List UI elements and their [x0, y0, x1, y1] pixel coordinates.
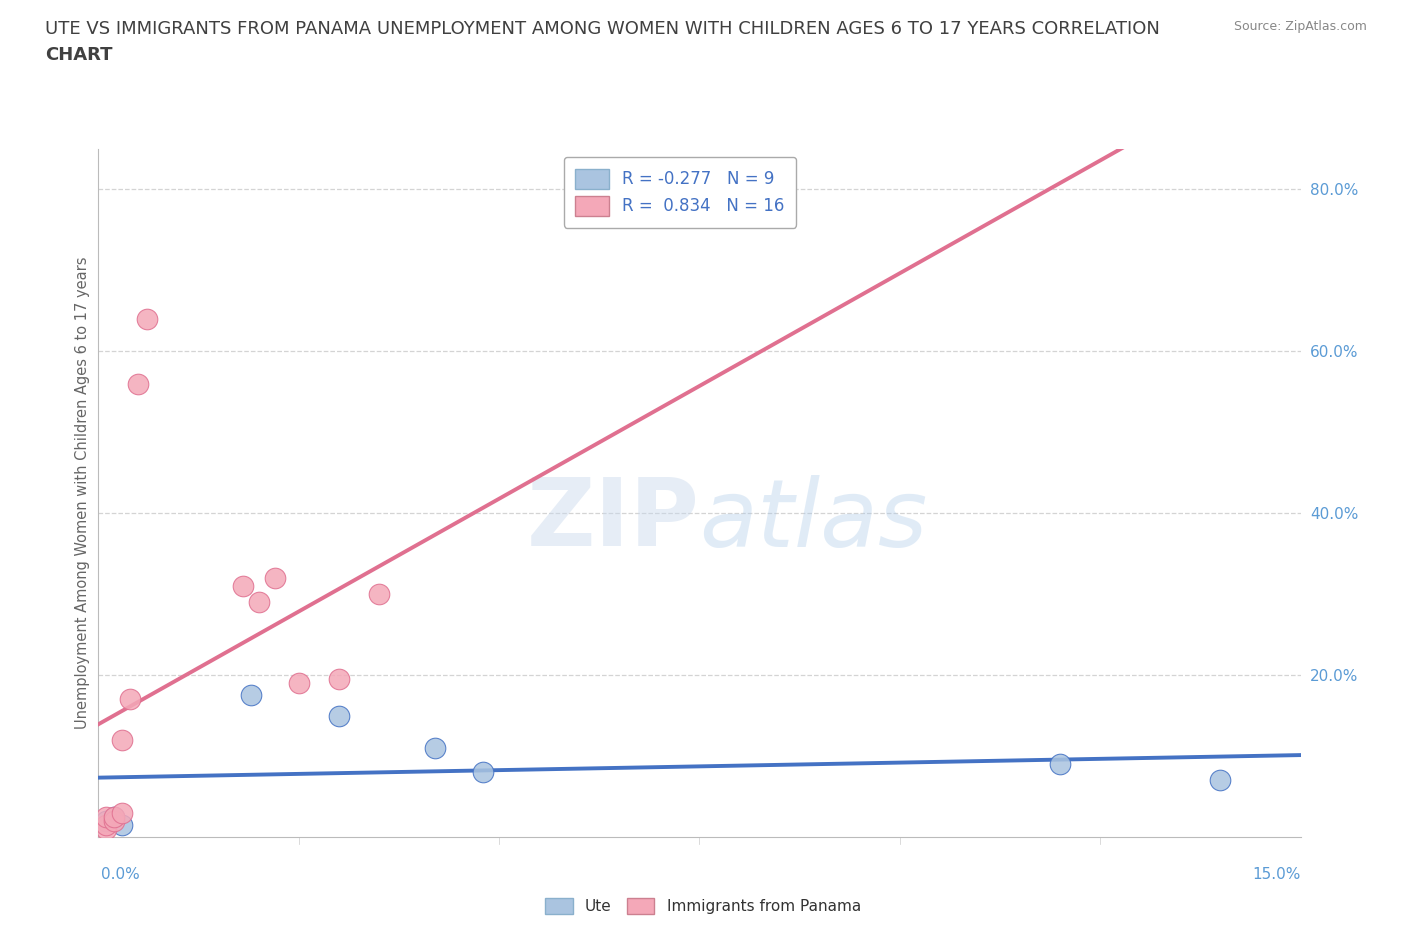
- Legend: R = -0.277   N = 9, R =  0.834   N = 16: R = -0.277 N = 9, R = 0.834 N = 16: [564, 157, 796, 228]
- Legend: Ute, Immigrants from Panama: Ute, Immigrants from Panama: [538, 892, 868, 921]
- Point: [368, 587, 391, 602]
- Point: [135, 312, 157, 326]
- Point: [328, 671, 350, 686]
- Point: [120, 692, 142, 707]
- Point: [111, 817, 134, 832]
- Point: [111, 805, 134, 820]
- Point: [96, 817, 118, 832]
- Point: [128, 376, 150, 391]
- Point: [96, 814, 118, 829]
- Text: Source: ZipAtlas.com: Source: ZipAtlas.com: [1233, 20, 1367, 33]
- Point: [96, 821, 118, 836]
- Point: [1049, 757, 1071, 772]
- Y-axis label: Unemployment Among Women with Children Ages 6 to 17 years: Unemployment Among Women with Children A…: [75, 257, 90, 729]
- Text: CHART: CHART: [45, 46, 112, 64]
- Point: [328, 708, 350, 723]
- Text: 0.0%: 0.0%: [101, 867, 141, 882]
- Point: [263, 570, 285, 585]
- Point: [472, 764, 495, 779]
- Point: [103, 814, 125, 829]
- Point: [103, 809, 125, 824]
- Point: [288, 676, 311, 691]
- Point: [247, 595, 270, 610]
- Point: [239, 688, 262, 703]
- Text: ZIP: ZIP: [527, 474, 699, 566]
- Text: 15.0%: 15.0%: [1253, 867, 1301, 882]
- Point: [232, 578, 254, 593]
- Point: [423, 740, 446, 755]
- Text: atlas: atlas: [699, 475, 928, 566]
- Point: [111, 733, 134, 748]
- Point: [103, 809, 125, 824]
- Point: [1209, 773, 1232, 788]
- Text: UTE VS IMMIGRANTS FROM PANAMA UNEMPLOYMENT AMONG WOMEN WITH CHILDREN AGES 6 TO 1: UTE VS IMMIGRANTS FROM PANAMA UNEMPLOYME…: [45, 20, 1160, 38]
- Point: [96, 809, 118, 824]
